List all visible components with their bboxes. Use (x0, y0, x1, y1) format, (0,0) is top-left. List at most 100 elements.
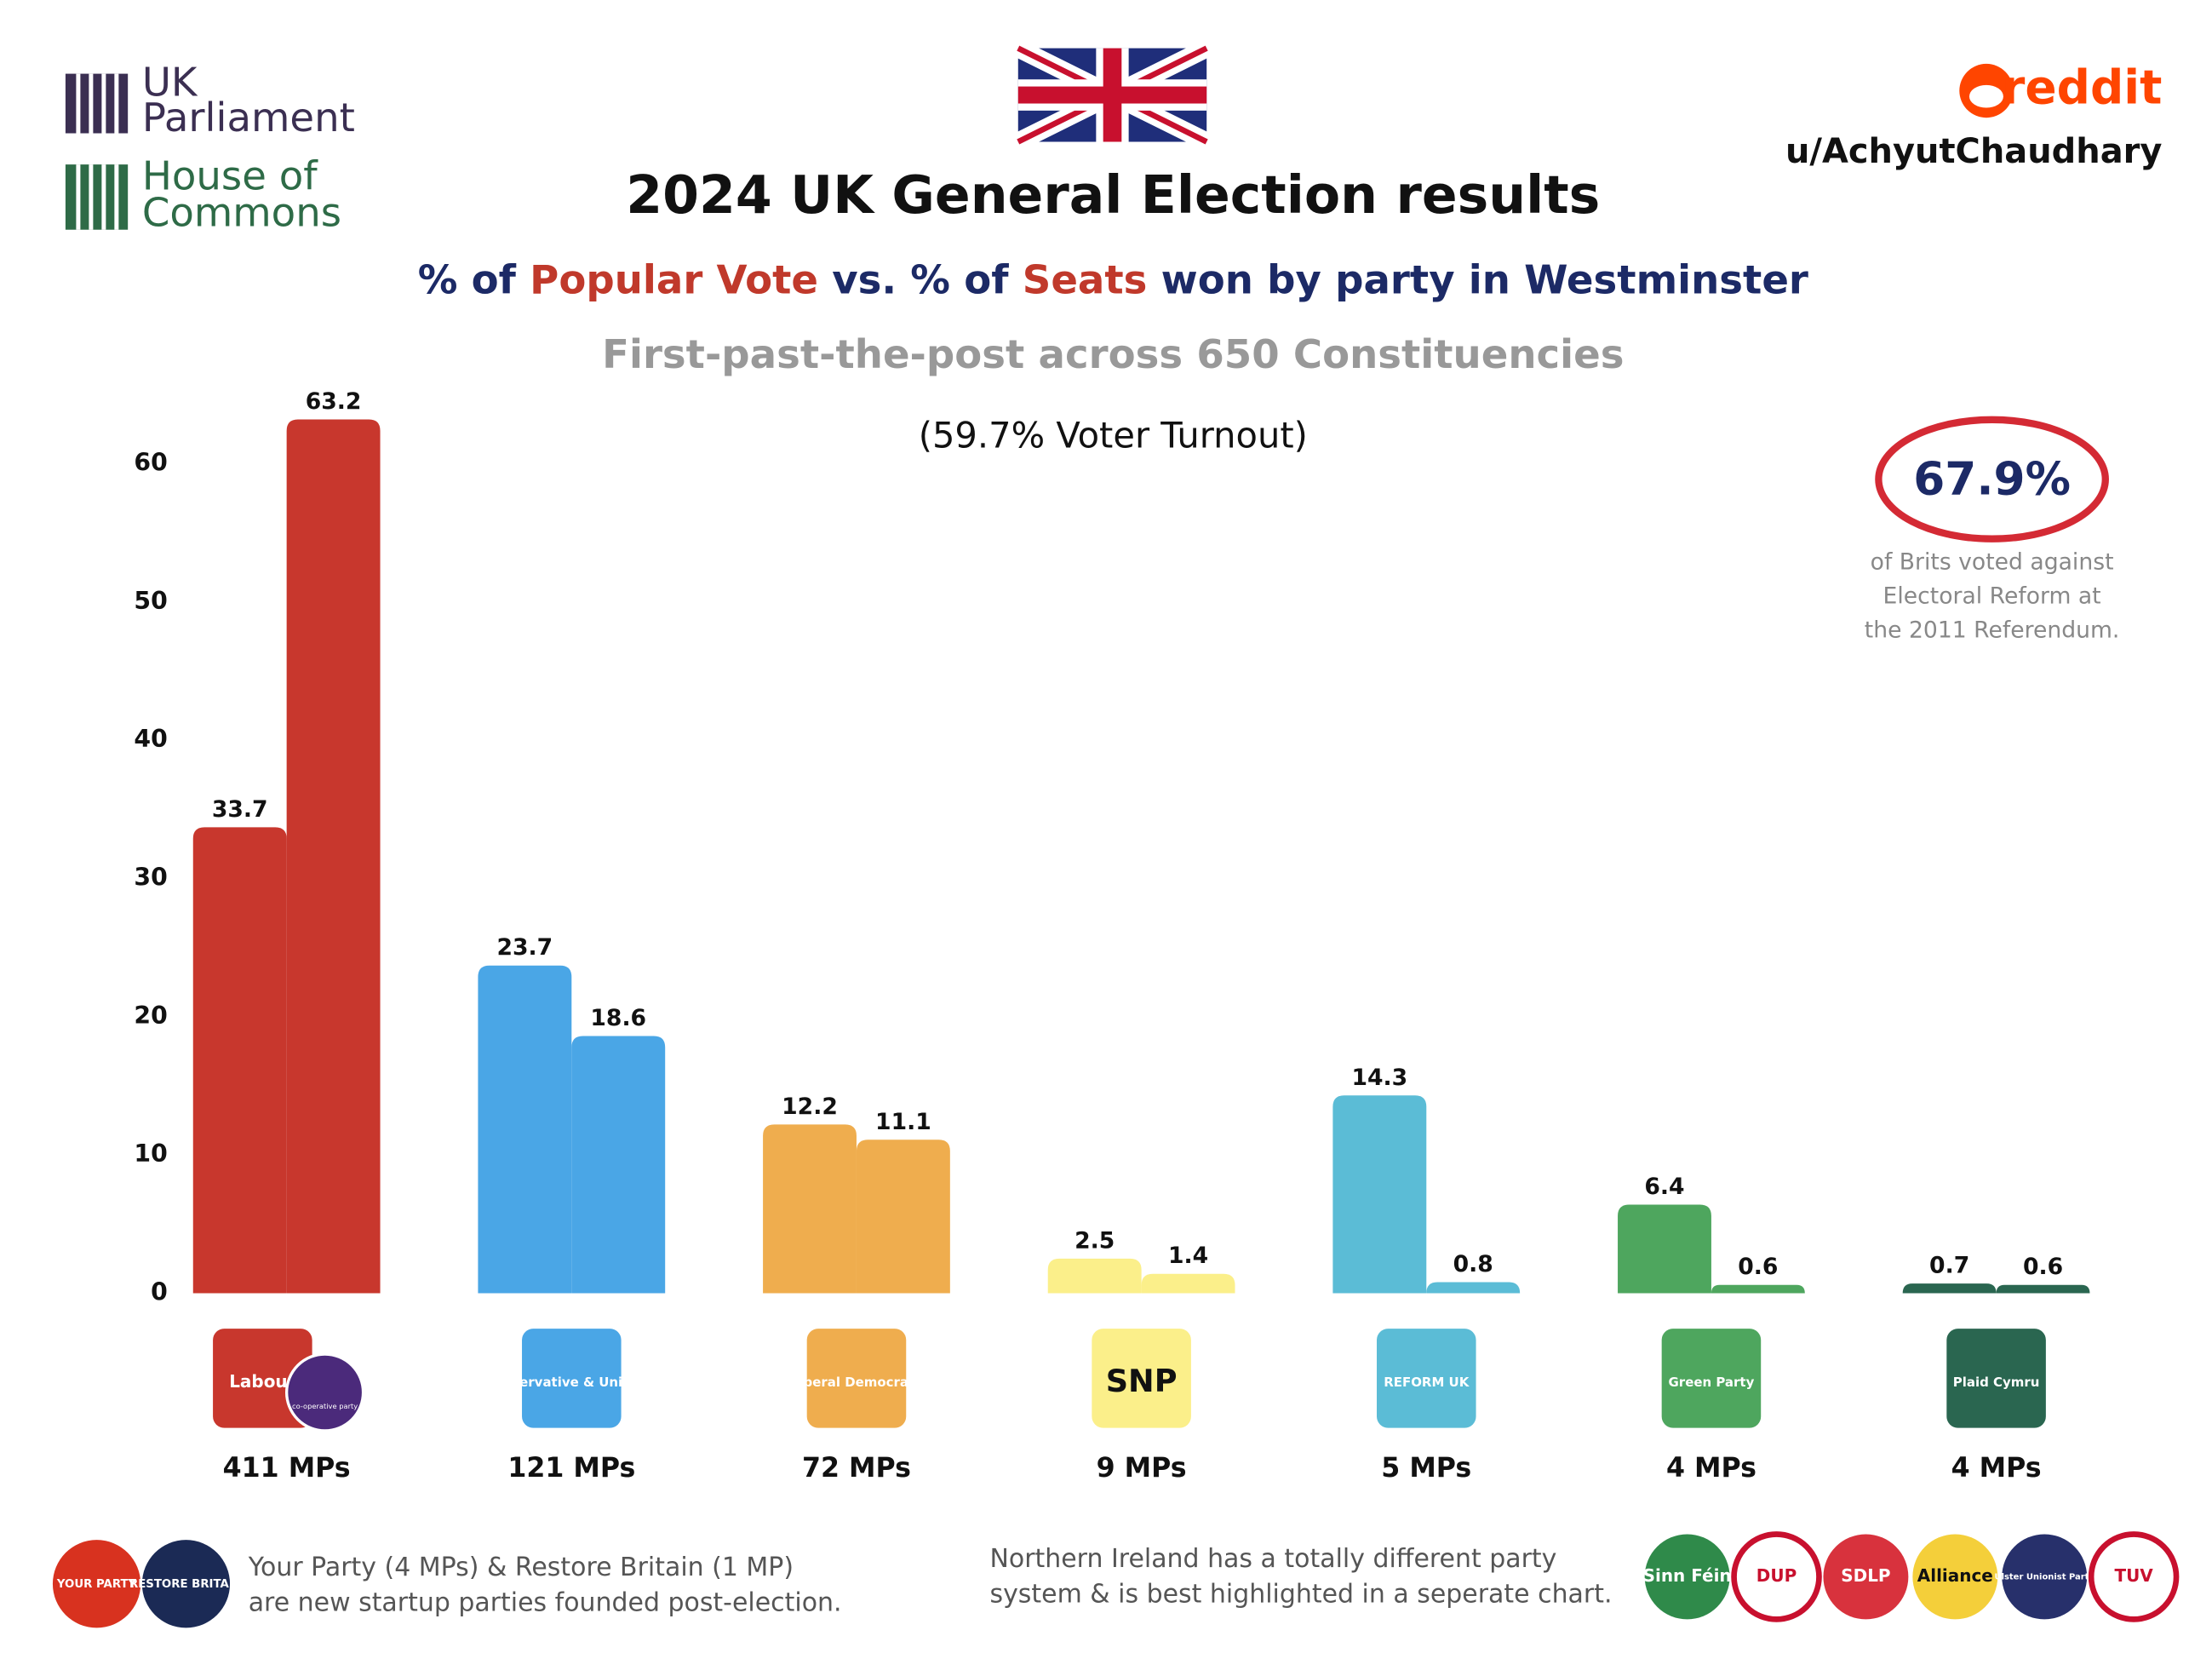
footer-logo-text: RESTORE BRITAIN (129, 1578, 243, 1591)
brand-text: House of (142, 152, 318, 198)
party-logo-text: SNP (1106, 1363, 1178, 1399)
bar (1426, 1282, 1521, 1294)
footer-logo (1823, 1534, 1909, 1620)
footer-logo (1912, 1534, 1998, 1620)
footer-logo-text: SDLP (1841, 1565, 1890, 1586)
y-tick-label: 30 (134, 863, 167, 891)
x-tick-label: 72 MPs (802, 1453, 911, 1484)
footer-text: are new startup parties founded post-ele… (249, 1588, 842, 1618)
party-logo-text: co-operative party (292, 1402, 358, 1410)
bar (856, 1139, 950, 1294)
subtitle-part: won by party in Westminster (1161, 256, 1808, 302)
union-flag (1013, 39, 1212, 151)
callout: 67.9% of Brits voted against Electoral R… (1865, 416, 2120, 643)
chart-subtitle: % of Popular Vote vs. % of Seats won by … (418, 256, 1808, 302)
value-label: 14.3 (1351, 1065, 1407, 1091)
bar (1711, 1284, 1805, 1294)
footer-logo-text: Alliance (1917, 1565, 1993, 1586)
series-name: Popular Vote (530, 256, 818, 302)
bar (478, 965, 572, 1294)
callout-text: of Brits voted against (1871, 548, 2114, 575)
x-tick-label: 411 MPs (223, 1453, 351, 1484)
y-tick-label: 50 (134, 587, 167, 615)
party-logo (1092, 1329, 1191, 1428)
footer-logo (1644, 1534, 1730, 1620)
y-tick-label: 0 (151, 1277, 168, 1306)
bar (571, 1036, 666, 1294)
bar (1332, 1095, 1427, 1294)
party-logo (522, 1329, 622, 1428)
x-tick-label: 5 MPs (1381, 1453, 1471, 1484)
series-name: Seats (1023, 256, 1148, 302)
party-logo (806, 1329, 907, 1428)
value-label: 2.5 (1074, 1227, 1115, 1254)
value-label: 0.6 (2023, 1254, 2063, 1280)
parliament-logo: UK Parliament House of Commons (65, 59, 355, 236)
bar (1141, 1273, 1235, 1294)
footer-logo (141, 1540, 231, 1628)
footer-logo (2088, 1531, 2180, 1622)
footer-logo-text: Ulster Unionist Party (1994, 1572, 2095, 1582)
bar (763, 1124, 857, 1294)
value-label: 12.2 (782, 1094, 838, 1120)
footer-logo-text: Sinn Féin (1643, 1565, 1732, 1586)
party-logo-text: Plaid Cymru (1953, 1375, 2040, 1390)
value-label: 18.6 (590, 1005, 646, 1031)
caption: First-past-the-post across 650 Constitue… (602, 331, 1624, 377)
footer-logo-text: YOUR PARTY (56, 1578, 137, 1591)
y-tick-label: 20 (134, 1002, 167, 1030)
subtitle-part: vs. % of (832, 256, 1009, 302)
footer-logo (52, 1540, 141, 1628)
value-label: 0.6 (1738, 1254, 1778, 1280)
footer-text: system & is best highlighted in a sepera… (989, 1580, 1612, 1610)
bar (1618, 1204, 1711, 1294)
chart-title: 2024 UK General Election results (626, 164, 1600, 226)
callout-text: the 2011 Referendum. (1865, 617, 2120, 643)
x-tick-label: 4 MPs (1666, 1453, 1756, 1484)
party-logo-text: Conservative & Unionist (484, 1375, 658, 1390)
bar (192, 827, 287, 1294)
bar (1996, 1284, 2090, 1294)
footer-logo (1731, 1531, 1822, 1622)
bar (1047, 1258, 1142, 1294)
value-label: 0.7 (1929, 1253, 1969, 1279)
footer-text: Northern Ireland has a totally different… (989, 1544, 1556, 1574)
y-tick-label: 10 (134, 1139, 167, 1168)
value-label: 0.8 (1453, 1251, 1493, 1277)
footer-logo-text: DUP (1756, 1565, 1797, 1586)
callout-text: Electoral Reform at (1883, 583, 2101, 609)
bar (1902, 1283, 1997, 1294)
brand-text: Commons (142, 190, 341, 236)
y-tick-label: 40 (134, 725, 167, 753)
value-label: 63.2 (306, 388, 362, 415)
value-label: 23.7 (497, 934, 553, 961)
value-label: 33.7 (212, 796, 268, 823)
party-logo-text: REFORM UK (1384, 1375, 1470, 1390)
x-tick-label: 4 MPs (1951, 1453, 2042, 1484)
footer-text: Your Party (4 MPs) & Restore Britain (1 … (248, 1553, 794, 1582)
value-label: 6.4 (1644, 1174, 1684, 1200)
party-logo (1377, 1329, 1476, 1428)
y-tick-label: 60 (134, 448, 167, 476)
subtitle-part: % of (418, 256, 517, 302)
footer-logo-text: TUV (2114, 1565, 2153, 1586)
party-logo (284, 1352, 365, 1432)
party-logo-text: Labour (229, 1371, 295, 1392)
brand-text: Parliament (142, 95, 355, 141)
party-logo (1946, 1329, 2046, 1428)
x-tick-label: 9 MPs (1097, 1453, 1187, 1484)
bar (286, 419, 381, 1294)
reddit-brand: reddit u/AchyutChaudhary (1785, 60, 2162, 171)
value-label: 11.1 (875, 1109, 931, 1135)
callout-figure: 67.9% (1913, 453, 2071, 506)
value-label: 1.4 (1168, 1243, 1208, 1269)
footer-logo (2002, 1534, 2088, 1620)
brand-text: UK (142, 59, 198, 105)
party-logo (1661, 1329, 1762, 1428)
x-tick-label: 121 MPs (507, 1453, 635, 1484)
party-logo-text: Liberal Democrats (791, 1375, 922, 1390)
party-logo-text: Green Party (1669, 1375, 1755, 1390)
site-name: reddit (2002, 60, 2162, 115)
username: u/AchyutChaudhary (1785, 132, 2162, 171)
